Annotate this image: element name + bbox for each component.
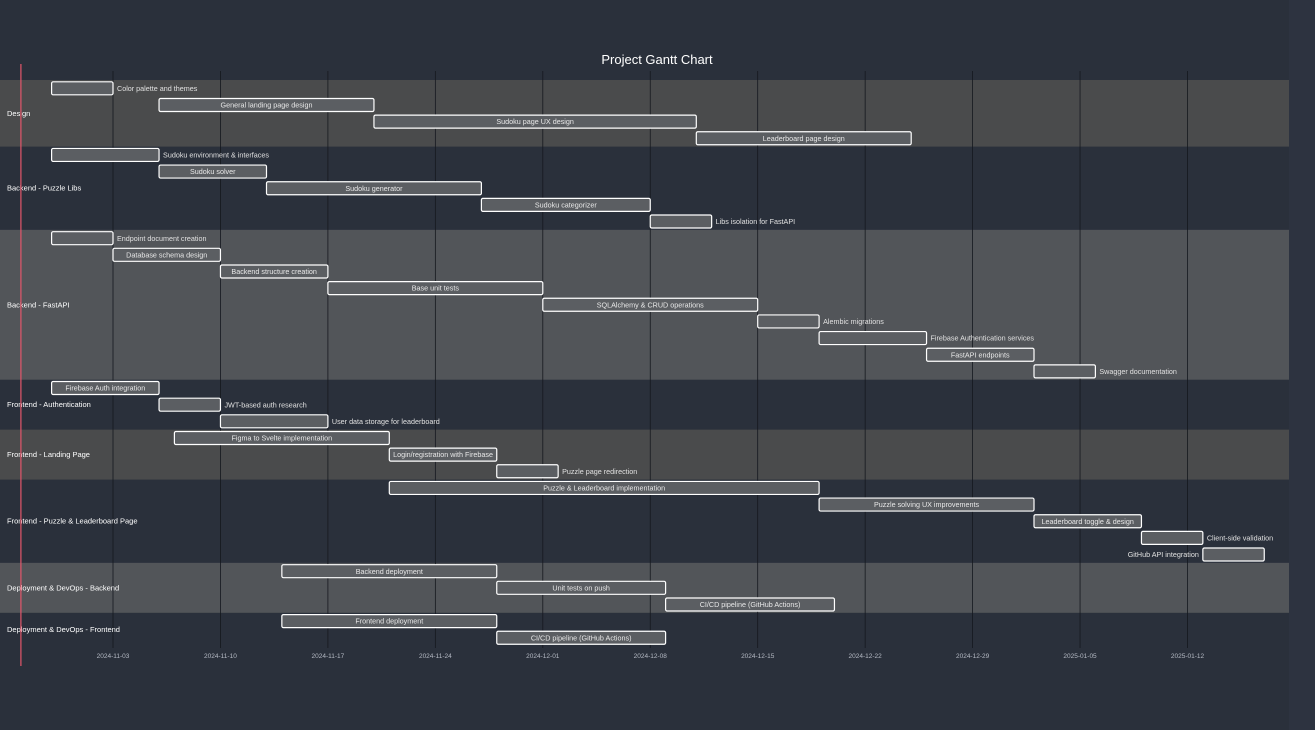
task-label: Alembic migrations (823, 317, 884, 326)
task-bar (1033, 514, 1143, 529)
task-label: Puzzle page redirection (562, 467, 637, 476)
x-tick-label: 2025-01-05 (1063, 653, 1097, 660)
section-label: Frontend - Puzzle & Leaderboard Page (7, 517, 138, 526)
task-label: Database schema design (126, 250, 207, 259)
x-axis-ticks: 2024-11-03 2024-11-10 2024-11-17 2024-11-24… (97, 653, 1205, 660)
task-bar (265, 181, 482, 196)
task-label: JWT-based auth research (224, 400, 306, 409)
task-label: Swagger documentation (1099, 367, 1177, 376)
task-bar (50, 147, 160, 163)
task-bar (281, 564, 498, 579)
task-label: GitHub API integration (1128, 550, 1199, 559)
task-bar (112, 247, 222, 262)
x-tick-label: 2024-11-17 (312, 653, 345, 660)
task-label: Client-side validation (1207, 533, 1273, 542)
grid-lines (112, 71, 1188, 648)
section-label: Frontend - Landing Page (7, 450, 90, 459)
task-label: Sudoku environment & interfaces (163, 151, 269, 160)
task-bar (50, 380, 160, 396)
section-label: Frontend - Authentication (7, 400, 91, 409)
task-label: Puzzle solving UX improvements (874, 500, 979, 509)
task-bar (50, 231, 114, 246)
task-label: Puzzle & Leaderboard implementation (543, 484, 665, 493)
section-band (0, 80, 1289, 147)
x-tick-label: 2024-11-10 (204, 653, 237, 660)
task-bar (219, 264, 329, 279)
task-bar (158, 397, 222, 412)
task-bar (664, 597, 836, 612)
task-label: Sudoku generator (345, 184, 403, 193)
x-tick-label: 2024-11-24 (419, 653, 452, 660)
section-label: Backend - FastAPI (7, 300, 70, 309)
task-label: Sudoku solver (190, 167, 236, 176)
task-bar (496, 464, 559, 479)
task-label: General landing page design (221, 101, 313, 110)
task-label: Leaderboard page design (763, 134, 845, 143)
section-labels: Design Backend - Puzzle Libs Backend - Fas… (7, 109, 138, 634)
task-label: Sudoku page UX design (496, 117, 574, 126)
task-bar (373, 114, 697, 129)
task-bar (388, 447, 498, 462)
task-bar (158, 164, 268, 179)
task-bar (1202, 547, 1265, 562)
task-bar (219, 414, 329, 429)
task-label: User data storage for leaderboard (332, 417, 440, 426)
task-bar (158, 97, 375, 113)
task-label: Unit tests on push (552, 583, 610, 592)
task-label: Figma to Svelte implementation (232, 434, 333, 443)
x-tick-label: 2024-12-08 (634, 653, 668, 660)
x-tick-label: 2024-12-22 (849, 653, 883, 660)
section-label: Deployment & DevOps - Backend (7, 583, 119, 592)
task-label: Base unit tests (412, 284, 460, 293)
x-tick-label: 2024-12-29 (956, 653, 990, 660)
task-label: FastAPI endpoints (951, 350, 1010, 359)
task-bar (757, 314, 820, 329)
task-bar (542, 297, 759, 312)
task-bar (695, 131, 912, 146)
x-tick-label: 2024-12-01 (526, 653, 560, 660)
chart-title: Project Gantt Chart (601, 52, 713, 67)
task-label: Firebase Authentication services (931, 334, 1035, 343)
task-bar (173, 430, 390, 446)
task-label: Frontend deployment (355, 617, 423, 626)
task-bars: Color palette and themes General landing … (50, 81, 1273, 645)
task-label: Backend deployment (356, 567, 423, 576)
task-bar (388, 480, 820, 496)
section-label: Deployment & DevOps - Frontend (7, 625, 120, 634)
task-bar (649, 214, 713, 229)
section-label: Backend - Puzzle Libs (7, 184, 81, 193)
task-bar (818, 497, 1035, 512)
task-label: SQLAlchemy & CRUD operations (597, 300, 704, 309)
task-label: Leaderboard toggle & design (1042, 517, 1134, 526)
task-bar (50, 81, 114, 96)
task-label: Color palette and themes (117, 84, 198, 93)
task-label: CI/CD pipeline (GitHub Actions) (531, 633, 632, 642)
task-bar (480, 197, 651, 212)
x-tick-label: 2024-12-15 (741, 653, 775, 660)
task-label: Sudoku categorizer (535, 200, 598, 209)
task-label: Endpoint document creation (117, 234, 207, 243)
task-label: CI/CD pipeline (GitHub Actions) (700, 600, 801, 609)
task-bar (327, 281, 544, 296)
section-label: Design (7, 109, 30, 118)
task-bar (818, 330, 928, 346)
task-label: Libs isolation for FastAPI (716, 217, 796, 226)
task-bar (1033, 364, 1097, 379)
section-bands (0, 80, 1289, 613)
task-bar (496, 630, 667, 645)
task-bar (496, 580, 667, 595)
right-edge-strip (1289, 0, 1315, 730)
x-tick-label: 2025-01-12 (1171, 653, 1205, 660)
x-tick-label: 2024-11-03 (97, 653, 130, 660)
task-label: Firebase Auth integration (65, 384, 145, 393)
task-label: Backend structure creation (231, 267, 317, 276)
task-bar (281, 614, 498, 629)
task-label: Login/registration with Firebase (393, 450, 493, 459)
task-bar (1140, 530, 1204, 545)
task-bar (925, 347, 1035, 362)
